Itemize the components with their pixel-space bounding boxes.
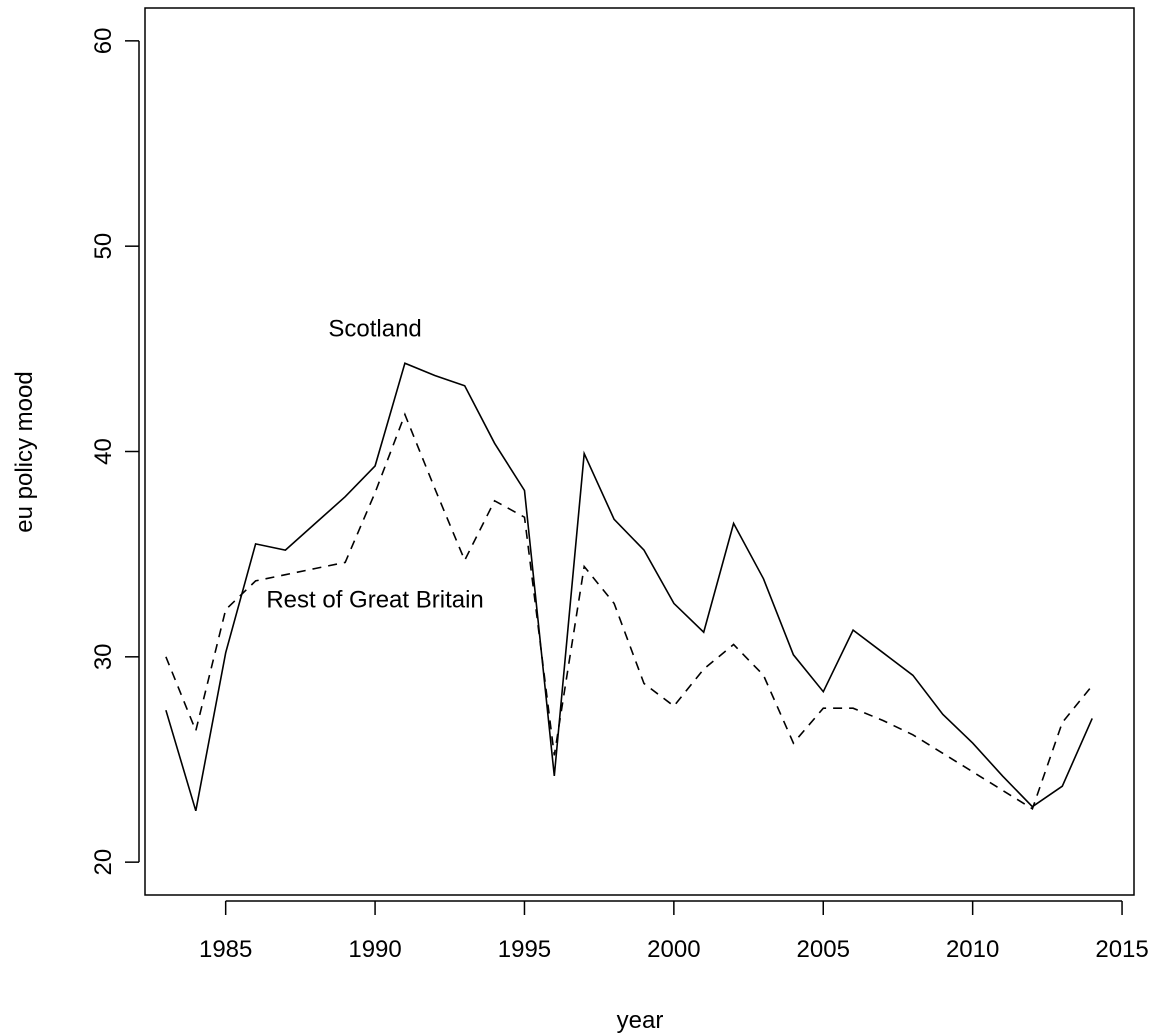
x-tick-label: 2000 xyxy=(647,936,700,963)
series-layer xyxy=(165,362,1093,812)
annotations: Scotland Rest of Great Britain xyxy=(266,315,483,613)
y-axis-label: eu policy mood xyxy=(11,371,38,532)
x-axis-label: year xyxy=(617,1007,664,1034)
annotation-rgb: Rest of Great Britain xyxy=(266,586,483,613)
y-tick-label: 50 xyxy=(90,233,117,260)
x-tick-label: 2015 xyxy=(1095,936,1148,963)
y-axis: 20 30 40 50 60 xyxy=(90,28,140,876)
y-tick-label: 20 xyxy=(90,849,117,876)
x-axis: 1985 1990 1995 2000 2005 2010 2015 xyxy=(199,900,1149,963)
x-tick-label: 1990 xyxy=(348,936,401,963)
plot-frame xyxy=(144,7,1135,896)
x-tick-label: 2005 xyxy=(797,936,850,963)
y-tick-label: 60 xyxy=(90,28,117,55)
x-tick-label: 1995 xyxy=(498,936,551,963)
series-line-2 xyxy=(165,412,1093,811)
annotation-scotland: Scotland xyxy=(328,315,421,342)
x-tick-label: 1985 xyxy=(199,936,252,963)
y-tick-label: 40 xyxy=(90,438,117,465)
series-line-1 xyxy=(165,362,1093,812)
x-tick-label: 2010 xyxy=(946,936,999,963)
y-tick-label: 30 xyxy=(90,643,117,670)
